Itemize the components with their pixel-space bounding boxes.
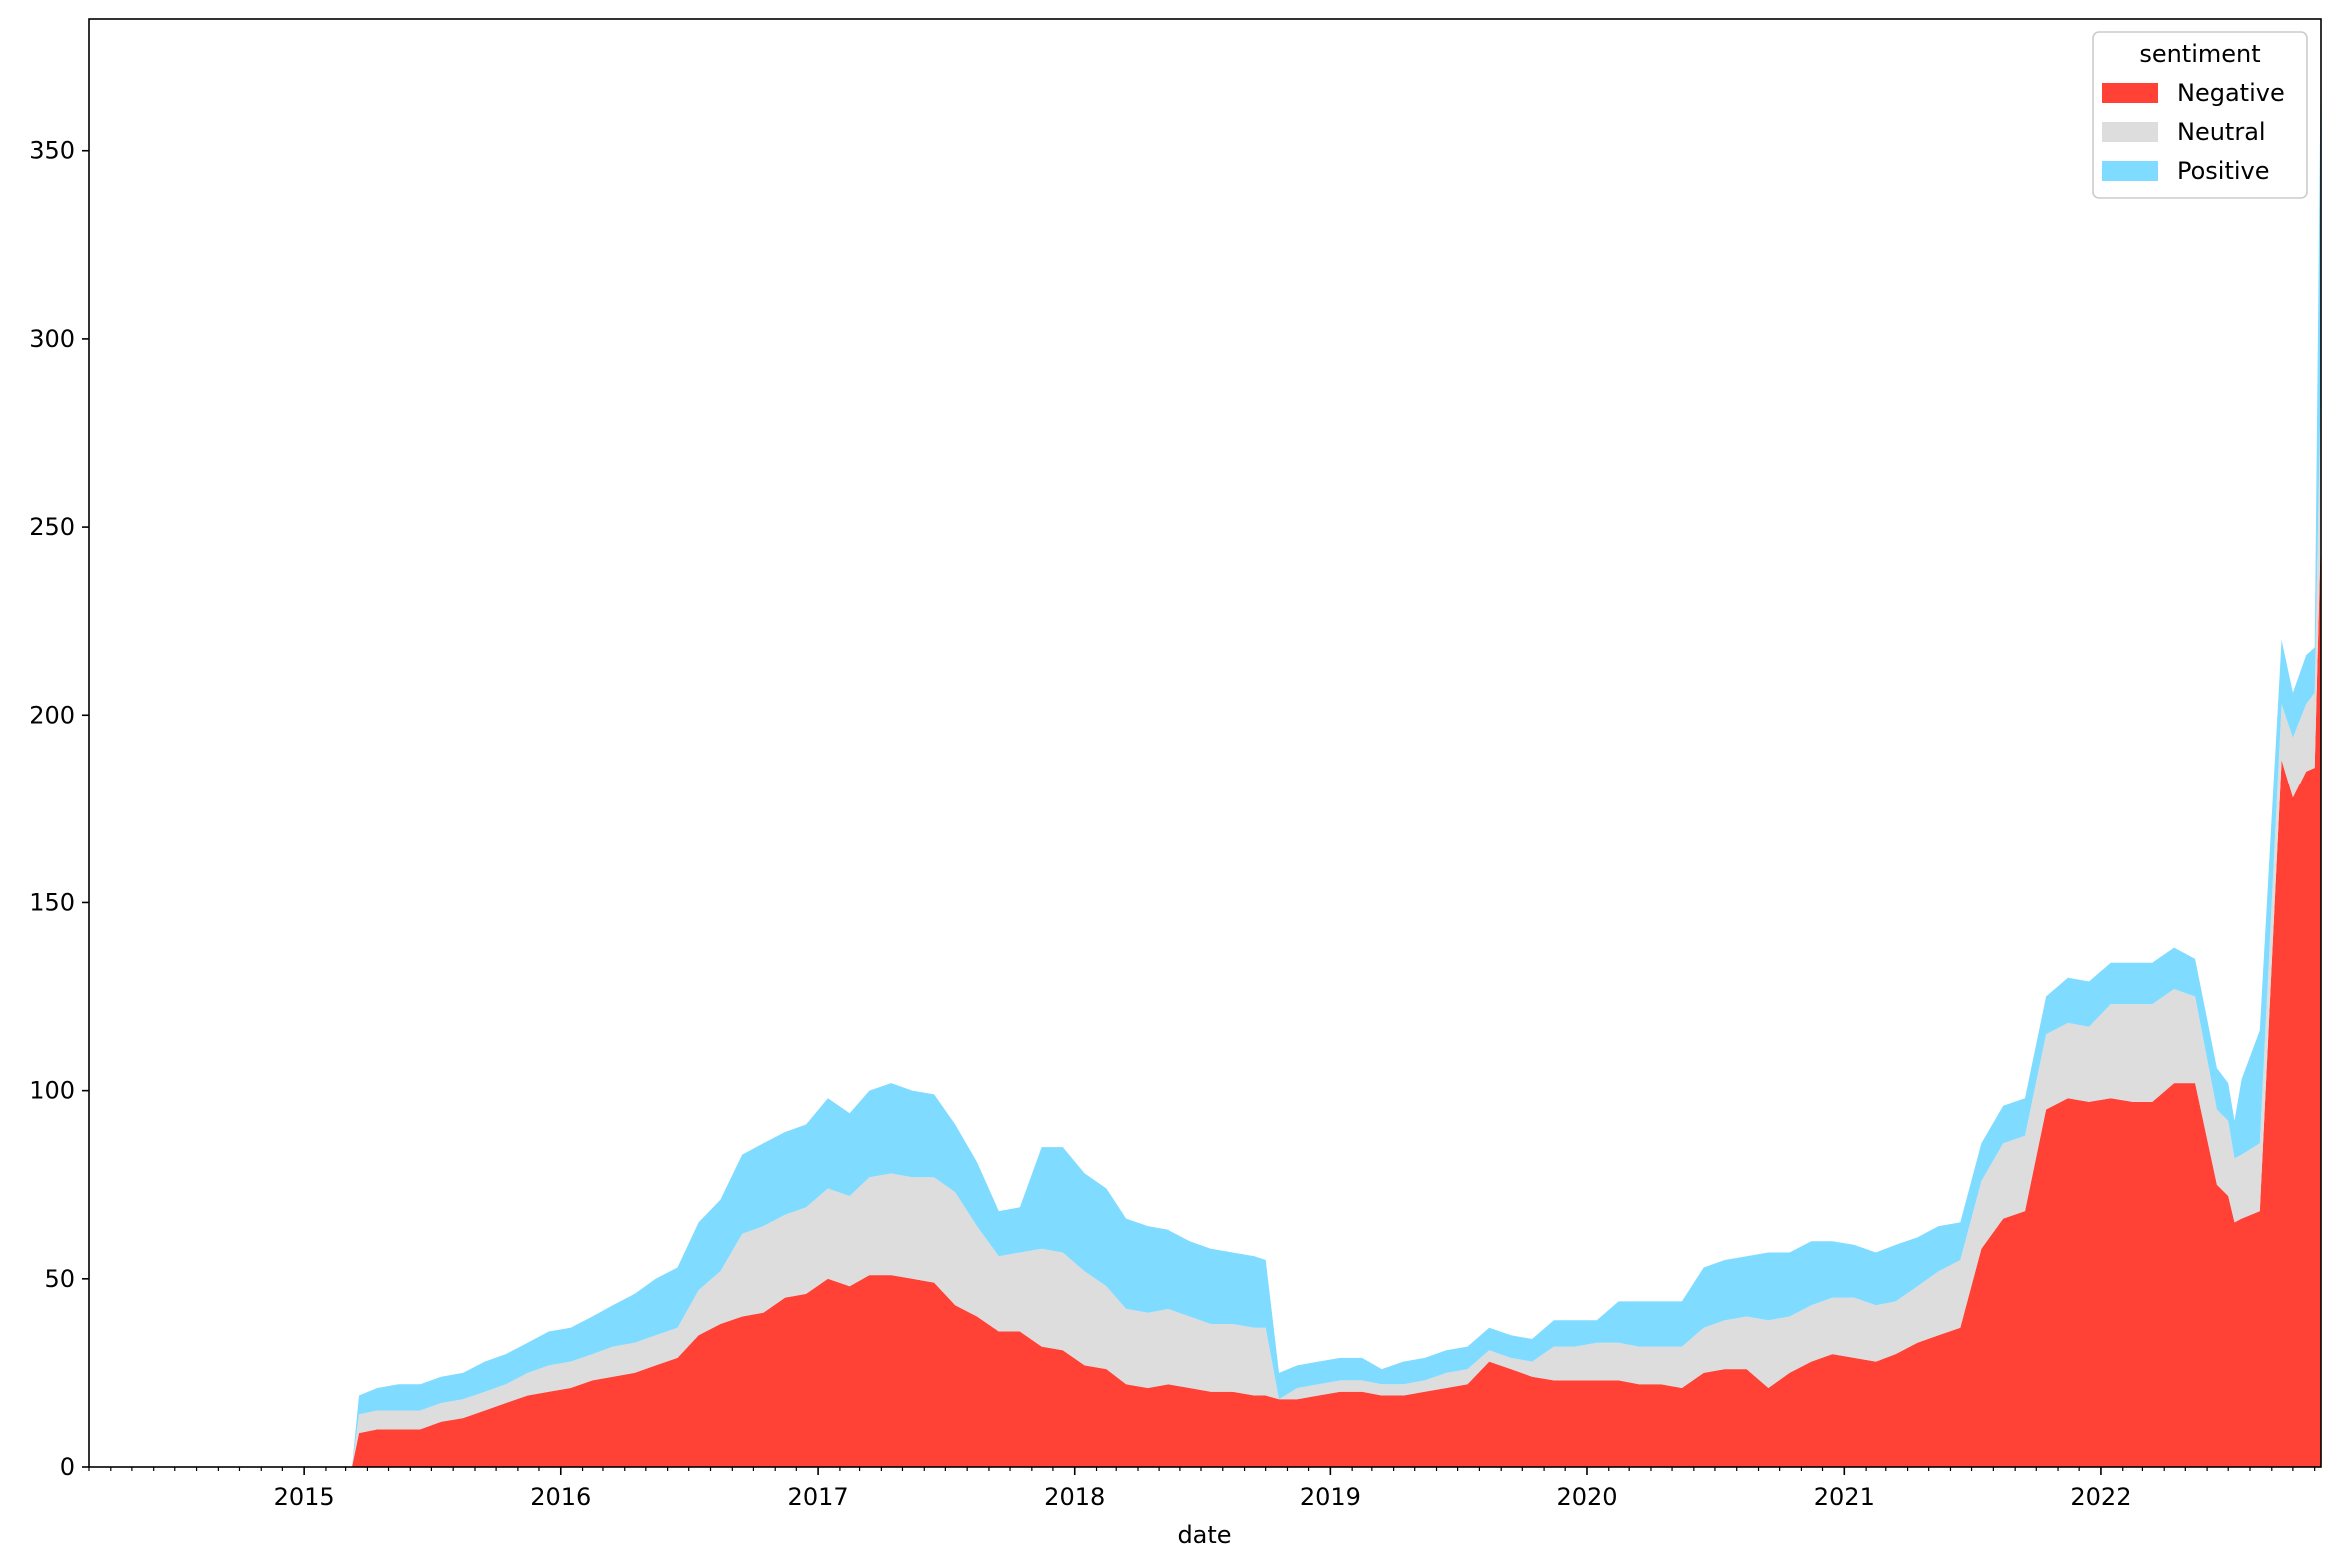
- x-tick-label: 2019: [1300, 1483, 1361, 1511]
- x-tick-label: 2016: [530, 1483, 591, 1511]
- x-tick-label: 2020: [1556, 1483, 1617, 1511]
- y-tick-label: 100: [29, 1077, 75, 1105]
- y-tick-label: 50: [44, 1265, 75, 1293]
- legend-entries: Negative Neutral Positive: [2102, 79, 2285, 185]
- y-tick-label: 350: [29, 137, 75, 165]
- x-tick-label: 2022: [2070, 1483, 2131, 1511]
- y-tick-label: 300: [29, 325, 75, 353]
- x-tick-label: 2018: [1044, 1483, 1105, 1511]
- legend-swatch-neutral: [2102, 122, 2158, 142]
- x-tick-label: 2015: [274, 1483, 335, 1511]
- legend: sentiment Negative Neutral Positive: [2092, 31, 2308, 199]
- y-tick-label: 150: [29, 888, 75, 916]
- legend-label-positive: Positive: [2177, 157, 2270, 185]
- area-layers: [352, 37, 2321, 1467]
- y-tick-label: 200: [29, 701, 75, 729]
- y-tick-label: 250: [29, 513, 75, 541]
- x-tick-label: 2021: [1814, 1483, 1875, 1511]
- legend-label-negative: Negative: [2177, 79, 2285, 107]
- x-tick-label: 2017: [788, 1483, 849, 1511]
- plot-frame: [88, 18, 2322, 1468]
- legend-swatch-positive: [2102, 161, 2158, 181]
- legend-swatch-negative: [2102, 83, 2158, 103]
- legend-title: sentiment: [2139, 40, 2260, 68]
- y-axis: 0 50 100 150 200 250 300 350: [29, 137, 89, 1481]
- legend-label-neutral: Neutral: [2177, 118, 2266, 146]
- x-axis-label: date: [1177, 1521, 1231, 1549]
- y-tick-label: 0: [60, 1453, 75, 1481]
- area-negative: [352, 527, 2321, 1467]
- x-axis: 2015 2016 2017 2018 2019 2020 2021 2022: [88, 1467, 2316, 1511]
- legend-frame: [2092, 31, 2308, 199]
